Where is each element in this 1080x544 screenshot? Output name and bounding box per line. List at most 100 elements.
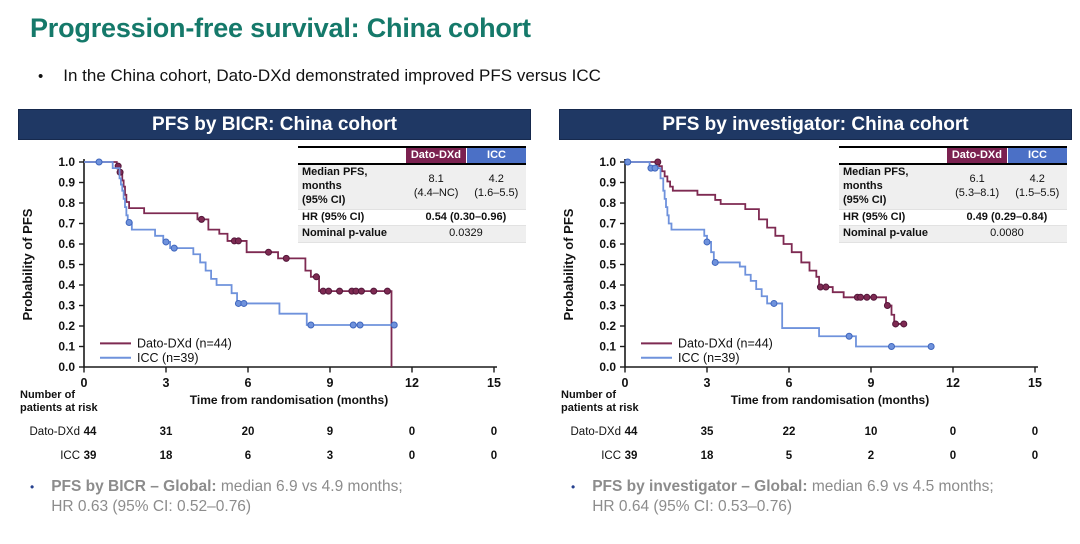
svg-text:15: 15 (1028, 376, 1042, 390)
svg-text:Time from randomisation (month: Time from randomisation (months) (731, 393, 929, 407)
svg-text:15: 15 (487, 376, 501, 390)
svg-text:0.6: 0.6 (58, 237, 75, 251)
svg-text:18: 18 (160, 450, 173, 462)
svg-text:35: 35 (701, 426, 714, 438)
svg-text:Probability of PFS: Probability of PFS (561, 208, 576, 320)
stats-col-icc: ICC (466, 146, 526, 165)
stats-median-dato: 8.1 (4.4–NC) (413, 173, 459, 200)
svg-text:0: 0 (950, 450, 956, 462)
stats-median-label: Median PFS, months (95% CI) (302, 166, 368, 206)
svg-text:0: 0 (409, 450, 415, 462)
svg-text:ICC: ICC (601, 450, 621, 462)
stats-median-icc: 4.2 (1.5–5.5) (1015, 173, 1060, 200)
stats-blank-cell (298, 146, 406, 165)
svg-text:0: 0 (1032, 450, 1038, 462)
footnote-bullet-icon: • (30, 479, 35, 494)
svg-text:0: 0 (622, 376, 629, 390)
svg-text:0.8: 0.8 (599, 196, 616, 210)
svg-text:0.0: 0.0 (599, 360, 616, 374)
svg-text:0.3: 0.3 (58, 298, 75, 312)
svg-text:ICC: ICC (60, 450, 80, 462)
stats-pvalue-value: 0.0329 (449, 227, 483, 240)
svg-text:12: 12 (405, 376, 419, 390)
svg-text:6: 6 (245, 376, 252, 390)
stats-median-label: Median PFS, months (95% CI) (843, 166, 909, 206)
svg-text:Dato-DXd (n=44): Dato-DXd (n=44) (137, 336, 232, 350)
svg-text:6: 6 (245, 450, 251, 462)
stats-pvalue-label: Nominal p-value (843, 227, 928, 240)
svg-text:0.7: 0.7 (58, 216, 75, 230)
stats-pvalue-label: Nominal p-value (302, 227, 387, 240)
stats-median-row: Median PFS, months (95% CI) 8.1 (4.4–NC)… (298, 164, 526, 210)
svg-text:0: 0 (491, 450, 497, 462)
svg-text:0: 0 (409, 426, 415, 438)
svg-text:0.6: 0.6 (599, 237, 616, 251)
stats-pvalue-row: Nominal p-value 0.0329 (298, 225, 526, 243)
svg-text:0.1: 0.1 (58, 339, 75, 353)
svg-text:Number of: Number of (561, 389, 616, 401)
footnote-investigator-text: PFS by investigator – Global: median 6.9… (592, 477, 994, 515)
svg-text:2: 2 (868, 450, 874, 462)
svg-text:Dato-DXd (n=44): Dato-DXd (n=44) (678, 336, 773, 350)
intro-bullet-row: • In the China cohort, Dato-DXd demonstr… (38, 66, 1080, 87)
svg-text:12: 12 (946, 376, 960, 390)
svg-text:Dato-DXd: Dato-DXd (30, 426, 81, 438)
svg-text:0: 0 (1032, 426, 1038, 438)
stats-header-row: Dato-DXd ICC (839, 146, 1067, 165)
svg-text:Number of: Number of (20, 389, 75, 401)
km-chart-investigator: 0.0 0.1 0.2 0.3 0.4 0.5 0.6 0.7 0.8 0.9 1.0 0 3 6 9 12 1… (561, 155, 1042, 462)
panels-container: PFS by BICR: China cohort 0.0 0.1 0.2 0.3 0.… (0, 108, 1080, 517)
panel-bicr-title: PFS by BICR: China cohort (18, 108, 531, 140)
stats-header-row: Dato-DXd ICC (298, 146, 526, 165)
svg-text:0: 0 (491, 426, 497, 438)
svg-text:0: 0 (950, 426, 956, 438)
svg-text:6: 6 (786, 376, 793, 390)
svg-text:0.4: 0.4 (599, 278, 616, 292)
svg-text:Dato-DXd: Dato-DXd (571, 426, 622, 438)
stats-pvalue-value: 0.0080 (990, 227, 1024, 240)
stats-hr-label: HR (95% CI) (843, 210, 906, 223)
svg-text:ICC (n=39): ICC (n=39) (137, 351, 198, 365)
svg-text:0.1: 0.1 (599, 339, 616, 353)
stats-hr-row: HR (95% CI) 0.49 (0.29–0.84) (839, 209, 1067, 226)
stats-median-dato: 6.1 (5.3–8.1) (955, 173, 1000, 200)
svg-text:3: 3 (163, 376, 170, 390)
stats-median-row: Median PFS, months (95% CI) 6.1 (5.3–8.1… (839, 164, 1067, 210)
svg-text:0.9: 0.9 (58, 175, 75, 189)
svg-text:patients at risk: patients at risk (561, 402, 640, 414)
footnote-bicr: • PFS by BICR – Global: median 6.9 vs 4.… (30, 477, 530, 517)
svg-text:3: 3 (327, 450, 333, 462)
svg-text:1.0: 1.0 (599, 155, 616, 169)
stats-hr-value: 0.54 (0.30–0.96) (425, 210, 507, 223)
svg-text:Probability of PFS: Probability of PFS (20, 208, 35, 320)
svg-text:0.9: 0.9 (599, 175, 616, 189)
stats-hr-row: HR (95% CI) 0.54 (0.30–0.96) (298, 209, 526, 226)
stats-col-dato: Dato-DXd (405, 146, 467, 165)
svg-text:0.2: 0.2 (58, 319, 75, 333)
stats-table-investigator: Dato-DXd ICC Median PFS, months (95% CI)… (839, 145, 1067, 244)
stats-median-icc: 4.2 (1.6–5.5) (474, 173, 519, 200)
panel-investigator-title: PFS by investigator: China cohort (559, 108, 1072, 140)
svg-text:0: 0 (81, 376, 88, 390)
svg-text:0.3: 0.3 (599, 298, 616, 312)
svg-text:0.4: 0.4 (58, 278, 75, 292)
svg-text:0.0: 0.0 (58, 360, 75, 374)
page-title: Progression-free survival: China cohort (30, 13, 531, 43)
svg-text:1.0: 1.0 (58, 155, 75, 169)
svg-text:0.7: 0.7 (599, 216, 616, 230)
footnote-investigator: • PFS by investigator – Global: median 6… (571, 477, 1071, 517)
stats-hr-value: 0.49 (0.29–0.84) (966, 210, 1048, 223)
km-chart-bicr-wrap: 0.0 0.1 0.2 0.3 0.4 0.5 0.6 0.7 0.8 0.9 1.0 0 3 6 9 12 1… (18, 140, 531, 470)
svg-text:44: 44 (625, 426, 638, 438)
svg-text:9: 9 (327, 426, 333, 438)
svg-text:ICC (n=39): ICC (n=39) (678, 351, 739, 365)
svg-text:3: 3 (704, 376, 711, 390)
stats-hr-label: HR (95% CI) (302, 210, 365, 223)
svg-text:9: 9 (327, 376, 334, 390)
svg-text:31: 31 (160, 426, 173, 438)
intro-bullet-text: In the China cohort, Dato-DXd demonstrat… (63, 65, 601, 85)
stats-pvalue-row: Nominal p-value 0.0080 (839, 225, 1067, 243)
svg-text:10: 10 (865, 426, 878, 438)
svg-text:Time from randomisation (month: Time from randomisation (months) (190, 393, 388, 407)
svg-text:20: 20 (242, 426, 255, 438)
